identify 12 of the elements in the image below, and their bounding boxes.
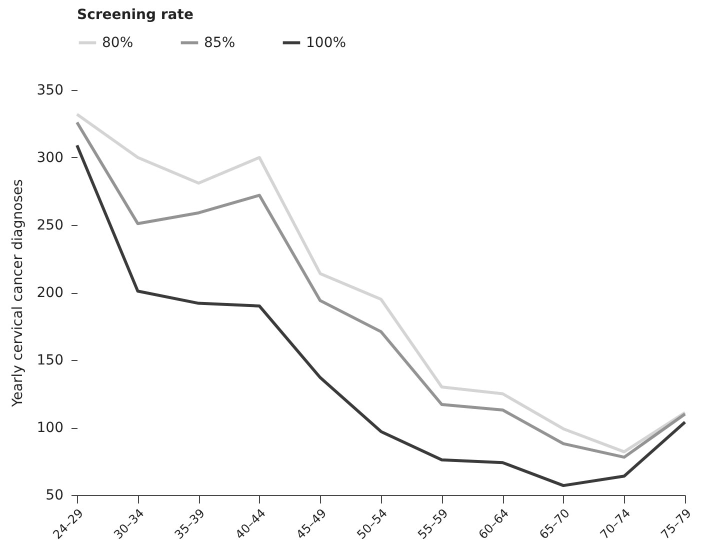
legend-label: 85%: [204, 34, 236, 51]
y-tick-label: 50: [46, 488, 64, 504]
y-tick-label: 250: [36, 218, 64, 234]
y-tick-label: 200: [36, 285, 64, 301]
y-axis-title: Yearly cervical cancer diagnoses: [10, 179, 26, 408]
legend-label: 80%: [102, 34, 134, 51]
legend-label: 100%: [306, 34, 346, 51]
legend-title: Screening rate: [77, 7, 194, 23]
y-tick-label: 150: [36, 352, 64, 368]
y-tick-label: 100: [36, 420, 64, 436]
y-tick-label: 350: [36, 82, 64, 98]
y-tick-label: 300: [36, 150, 64, 166]
